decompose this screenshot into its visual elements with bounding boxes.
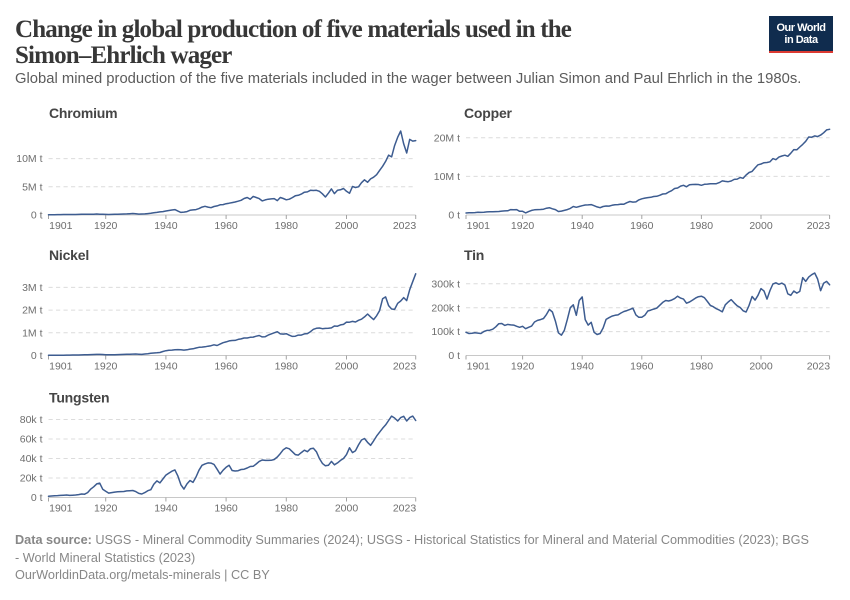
svg-text:Tin: Tin <box>464 247 484 263</box>
svg-text:1901: 1901 <box>49 503 73 515</box>
svg-text:1960: 1960 <box>214 361 238 373</box>
svg-text:1980: 1980 <box>275 220 299 232</box>
svg-text:Nickel: Nickel <box>49 247 89 263</box>
svg-text:1960: 1960 <box>630 220 654 232</box>
svg-text:2000: 2000 <box>335 220 359 232</box>
svg-text:1980: 1980 <box>275 503 299 515</box>
svg-text:1940: 1940 <box>571 220 595 232</box>
svg-text:2000: 2000 <box>749 220 773 232</box>
svg-text:1960: 1960 <box>214 503 238 515</box>
svg-text:200k t: 200k t <box>431 302 460 314</box>
svg-text:10M t: 10M t <box>434 171 460 183</box>
svg-text:0 t: 0 t <box>448 210 460 222</box>
svg-text:1920: 1920 <box>94 361 118 373</box>
svg-text:1940: 1940 <box>154 503 178 515</box>
svg-text:2023: 2023 <box>393 503 417 515</box>
svg-text:1940: 1940 <box>154 220 178 232</box>
svg-text:1960: 1960 <box>214 220 238 232</box>
svg-text:1920: 1920 <box>511 220 535 232</box>
svg-text:Chromium: Chromium <box>49 105 117 121</box>
svg-text:2023: 2023 <box>807 220 831 232</box>
svg-text:1920: 1920 <box>94 220 118 232</box>
svg-text:1901: 1901 <box>467 220 491 232</box>
svg-text:80k t: 80k t <box>20 414 43 426</box>
svg-text:1940: 1940 <box>571 361 595 373</box>
svg-text:1980: 1980 <box>690 361 714 373</box>
svg-text:1M t: 1M t <box>22 327 43 339</box>
svg-text:300k t: 300k t <box>431 278 460 290</box>
svg-text:2000: 2000 <box>749 361 773 373</box>
svg-text:0 t: 0 t <box>31 492 43 504</box>
svg-text:2023: 2023 <box>393 220 417 232</box>
svg-text:Copper: Copper <box>464 105 513 121</box>
svg-text:Tungsten: Tungsten <box>49 389 109 405</box>
svg-text:1901: 1901 <box>49 361 73 373</box>
svg-text:1940: 1940 <box>154 361 178 373</box>
svg-text:2023: 2023 <box>807 361 831 373</box>
svg-text:2000: 2000 <box>335 503 359 515</box>
svg-text:1980: 1980 <box>690 220 714 232</box>
svg-text:2000: 2000 <box>335 361 359 373</box>
svg-text:10M t: 10M t <box>16 153 42 165</box>
svg-text:1920: 1920 <box>511 361 535 373</box>
svg-text:3M t: 3M t <box>22 282 43 294</box>
svg-text:1901: 1901 <box>49 220 73 232</box>
svg-text:5M t: 5M t <box>22 181 43 193</box>
svg-text:2M t: 2M t <box>22 305 43 317</box>
svg-text:0 t: 0 t <box>31 350 43 362</box>
svg-text:20k t: 20k t <box>20 473 43 485</box>
svg-text:1901: 1901 <box>467 361 491 373</box>
svg-text:0 t: 0 t <box>448 350 460 362</box>
svg-text:2023: 2023 <box>393 361 417 373</box>
svg-text:40k t: 40k t <box>20 453 43 465</box>
svg-text:1920: 1920 <box>94 503 118 515</box>
svg-text:1980: 1980 <box>275 361 299 373</box>
svg-text:100k t: 100k t <box>431 326 460 338</box>
svg-text:20M t: 20M t <box>434 132 460 144</box>
svg-text:60k t: 60k t <box>20 434 43 446</box>
svg-text:0 t: 0 t <box>31 210 43 222</box>
svg-text:1960: 1960 <box>630 361 654 373</box>
